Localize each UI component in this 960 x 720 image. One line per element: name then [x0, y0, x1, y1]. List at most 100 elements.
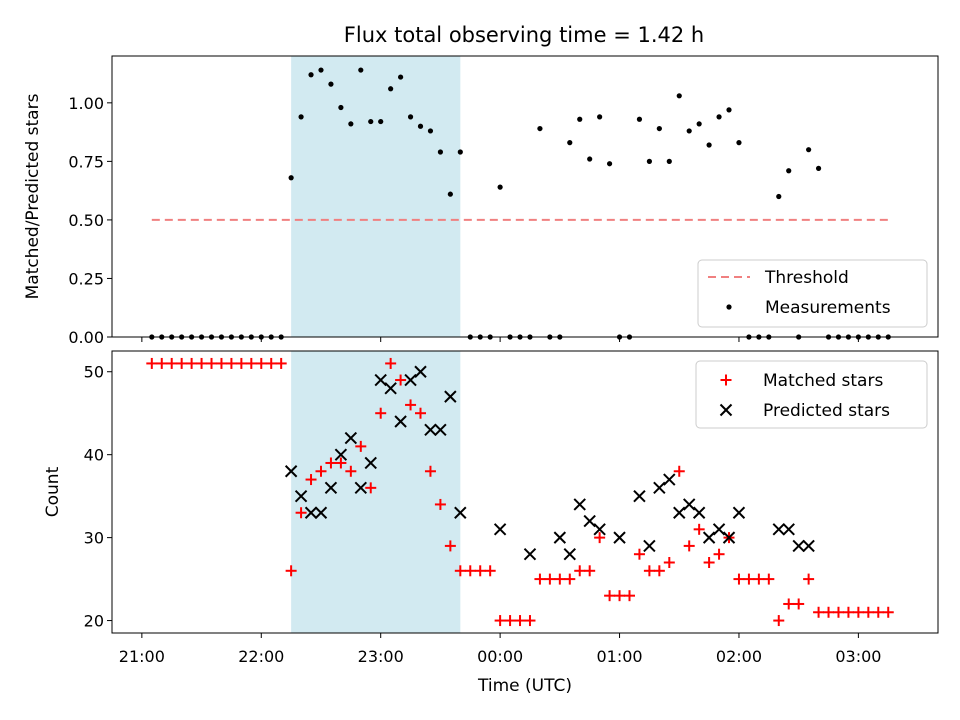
measurement-point — [388, 86, 394, 92]
measurement-point — [666, 158, 672, 164]
measurement-point — [696, 121, 702, 127]
predicted-star-point — [633, 489, 646, 503]
matched-star-point — [743, 573, 755, 585]
top-y-tick-label: 0.50 — [68, 211, 104, 230]
measurement-point — [368, 118, 374, 125]
measurement-point — [537, 125, 543, 132]
cross-b — [493, 523, 507, 536]
matched-star-point — [823, 606, 835, 618]
predicted-star-point — [792, 539, 805, 553]
cross-b — [613, 531, 626, 544]
measurement-point — [736, 140, 742, 146]
measurement-point — [378, 118, 384, 125]
bottom-y-tick-label: 50 — [84, 363, 104, 382]
matched-star-point — [424, 465, 436, 477]
measurement-point — [726, 107, 732, 113]
matched-star-point — [832, 606, 844, 618]
predicted-star-point — [384, 382, 397, 395]
bottom-y-axis-label: Count — [43, 466, 63, 517]
x-tick-label: 02:00 — [716, 647, 762, 666]
matched-star-point — [454, 565, 466, 577]
legend-threshold-label: Threshold — [764, 268, 849, 288]
predicted-star-point — [702, 531, 716, 544]
matched-star-point — [156, 357, 168, 369]
top-y-tick-label: 0.25 — [68, 269, 104, 288]
cross-b — [692, 506, 706, 519]
bottom-x-ticks: 21:00 22:00 23:00 00:00 01:00 02:00 03:00 — [119, 633, 881, 666]
top-x-ticks — [141, 337, 859, 342]
cross-b — [682, 498, 696, 511]
matched-star-point — [604, 590, 616, 602]
cross-b — [344, 431, 358, 445]
matched-star-point — [395, 374, 407, 386]
bottom-y-ticks: 20 30 40 50 — [84, 363, 112, 631]
cross-b — [364, 456, 377, 470]
matched-star-point — [186, 357, 198, 369]
matched-star-point — [225, 357, 237, 369]
top-y-axis-label: Matched/Predicted stars — [23, 93, 43, 299]
cross-b — [792, 539, 805, 553]
predicted-star-point — [304, 506, 318, 519]
predicted-star-point — [772, 523, 785, 536]
measurement-point — [815, 165, 822, 171]
matched-star-point — [494, 615, 506, 627]
top-y-tick-label: 0.00 — [68, 328, 104, 347]
legend-measurements-swatch — [726, 304, 732, 310]
matched-star-point — [653, 565, 665, 577]
matched-star-point — [862, 606, 874, 618]
matched-star-point — [803, 573, 815, 585]
cross-b — [384, 382, 397, 395]
matched-star-point — [176, 357, 188, 369]
predicted-star-point — [782, 523, 795, 536]
bottom-legend: Matched stars Predicted stars — [695, 360, 928, 429]
x-tick-label: 21:00 — [119, 647, 165, 666]
matched-star-point — [444, 540, 456, 552]
measurement-point — [308, 72, 314, 78]
cross-b — [802, 539, 815, 553]
x-tick-label: 00:00 — [477, 647, 523, 666]
cross-b — [583, 514, 596, 528]
matched-star-point — [345, 465, 357, 477]
matched-star-point — [574, 565, 586, 577]
predicted-star-point — [394, 415, 407, 428]
x-tick-label: 23:00 — [358, 647, 404, 666]
predicted-star-point — [673, 506, 686, 519]
measurement-point — [427, 128, 434, 134]
bottom-highlight-span — [291, 351, 461, 633]
matched-star-point — [285, 565, 297, 577]
cross-b — [404, 373, 417, 387]
matched-star-point — [415, 407, 427, 419]
measurement-point — [587, 156, 593, 162]
top-y-ticks: 0.00 0.25 0.50 0.75 1.00 — [68, 94, 112, 347]
chart-title: Flux total observing time = 1.42 h — [344, 23, 704, 47]
matched-star-point — [166, 357, 178, 369]
matched-star-point — [524, 615, 536, 627]
measurement-point — [706, 142, 712, 148]
measurement-point — [597, 114, 603, 120]
matched-star-point — [584, 565, 596, 577]
measurement-point — [656, 125, 662, 132]
bottom-axes-frame — [111, 350, 939, 634]
measurement-point — [686, 128, 692, 134]
bottom-highlight-rect — [291, 351, 461, 633]
legend-predicted-label: Predicted stars — [763, 401, 890, 421]
cross-b — [444, 390, 457, 403]
matched-star-point — [434, 498, 446, 510]
matched-star-point — [245, 357, 257, 369]
predicted-star-point — [354, 481, 368, 495]
matched-star-point — [733, 573, 745, 585]
cross-b — [719, 403, 733, 417]
bottom-legend-box — [695, 360, 928, 429]
matched-star-point — [206, 357, 218, 369]
matched-star-point — [643, 565, 655, 577]
matched-star-point — [544, 573, 556, 585]
cross-b — [573, 498, 586, 511]
predicted-star-point — [732, 506, 746, 519]
matched-star-point — [753, 573, 765, 585]
bottom-y-tick-label: 40 — [84, 446, 104, 465]
measurement-point — [786, 168, 792, 174]
top-legend: Threshold Measurements — [697, 259, 928, 328]
legend-matched-label: Matched stars — [763, 371, 883, 391]
predicted-stars-points — [284, 365, 815, 561]
